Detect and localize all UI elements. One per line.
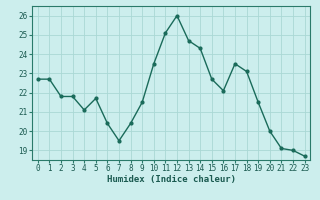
X-axis label: Humidex (Indice chaleur): Humidex (Indice chaleur) (107, 175, 236, 184)
